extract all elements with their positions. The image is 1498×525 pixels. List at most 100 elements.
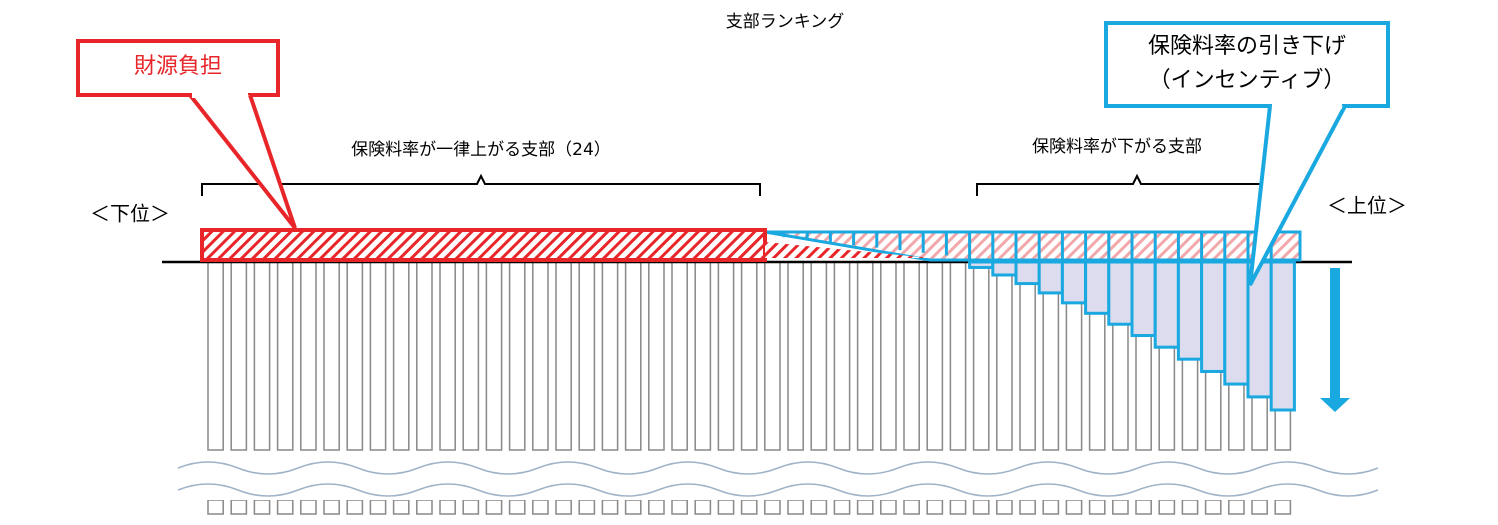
callout-box: [76, 39, 280, 97]
bar-foot: [323, 499, 340, 515]
bar-foot: [555, 499, 572, 515]
bar-foot: [1181, 499, 1199, 515]
bar-foot: [392, 499, 410, 515]
bar-foot: [740, 499, 758, 515]
burden-bar: [200, 228, 767, 262]
bar: [369, 261, 387, 451]
bar: [508, 261, 526, 451]
bar-foot: [1042, 499, 1060, 515]
reduction-bar: [1176, 260, 1204, 361]
arrow-head: [1320, 398, 1350, 412]
wave: [177, 461, 1379, 475]
pointer-join: [1272, 103, 1342, 109]
bar-foot: [833, 499, 851, 515]
bar: [485, 261, 503, 451]
bar-foot: [926, 499, 944, 515]
bar-foot: [532, 499, 549, 515]
bar: [648, 261, 665, 451]
bar-foot: [880, 499, 897, 515]
reduction-bar: [1084, 260, 1111, 315]
bar: [787, 261, 804, 451]
reduction-bar: [991, 260, 1018, 277]
bar-foot: [207, 499, 224, 515]
bar: [392, 261, 410, 451]
bar-foot: [578, 499, 596, 515]
bar-foot: [903, 499, 920, 515]
bar-foot: [1251, 499, 1268, 515]
bar: [810, 261, 828, 451]
bar: [300, 261, 317, 451]
bar-foot: [1228, 499, 1245, 515]
wave-mask: [200, 455, 1310, 500]
bar-foot: [416, 499, 433, 515]
reduction-bar: [1223, 260, 1250, 386]
reduction-bar: [1014, 260, 1041, 286]
bar-foot: [601, 499, 619, 515]
bar-foot: [996, 499, 1013, 515]
callout-text: 保険料率の引き下げ: [1148, 34, 1346, 59]
branch-bars: [162, 228, 1379, 515]
bar-foot: [462, 499, 480, 515]
bar: [694, 261, 712, 451]
bar: [230, 261, 248, 451]
bar-foot: [1112, 499, 1129, 515]
bar: [323, 261, 340, 451]
bar-foot: [508, 499, 526, 515]
arrow: [1330, 268, 1340, 398]
bar-foot: [624, 499, 642, 515]
callout-pointer: [1248, 105, 1347, 286]
bar: [717, 261, 735, 451]
bar-foot: [694, 499, 712, 515]
bar: [740, 261, 758, 451]
reduction-bar: [1037, 260, 1064, 295]
bar-foot: [717, 499, 735, 515]
bar-foot: [1065, 499, 1083, 515]
bar-foot: [276, 499, 294, 515]
high-label: ＜上位＞: [1327, 194, 1407, 218]
low-label: ＜下位＞: [90, 202, 170, 226]
reduction-bar: [1060, 260, 1088, 305]
bar: [856, 261, 874, 451]
callout-text: 財源負担: [134, 54, 222, 79]
callout-text: （インセンティブ）: [1149, 68, 1346, 93]
bar: [972, 261, 990, 451]
wave: [177, 483, 1379, 497]
reduction-bar: [1200, 260, 1227, 373]
bar: [578, 261, 596, 451]
bar: [996, 261, 1013, 451]
bar: [532, 261, 549, 451]
reduction-bar: [1130, 260, 1157, 338]
burden-tail: [765, 242, 930, 258]
reduction-bar: [1269, 260, 1296, 412]
bar: [764, 261, 781, 451]
bar: [601, 261, 619, 451]
title: 支部ランキング: [726, 12, 845, 32]
bar: [276, 261, 294, 451]
bar-foot: [1158, 499, 1176, 515]
bar-foot: [764, 499, 781, 515]
bar: [903, 261, 920, 451]
bar-foot: [485, 499, 503, 515]
rising-label: 保険料率が一律上がる支部（24）: [351, 140, 611, 160]
falling-label: 保険料率が下がる支部: [1032, 137, 1202, 157]
bar: [926, 261, 944, 451]
bar-foot: [1274, 499, 1292, 515]
pointer-join: [192, 92, 248, 98]
bar-foot: [787, 499, 804, 515]
bar-foot: [1135, 499, 1152, 515]
bar-foot: [1019, 499, 1036, 515]
bar: [833, 261, 851, 451]
bar: [253, 261, 271, 451]
bar: [416, 261, 433, 451]
bar-foot: [230, 499, 248, 515]
bar: [949, 261, 967, 451]
callout-pointer: [188, 93, 297, 230]
incentive-outline: [764, 230, 1302, 262]
bar: [462, 261, 480, 451]
bar: [207, 261, 224, 451]
bar-foot: [253, 499, 271, 515]
reduction-bar: [1153, 260, 1180, 349]
bar-foot: [949, 499, 967, 515]
callout-box: [1104, 21, 1390, 108]
bar-foot: [648, 499, 665, 515]
